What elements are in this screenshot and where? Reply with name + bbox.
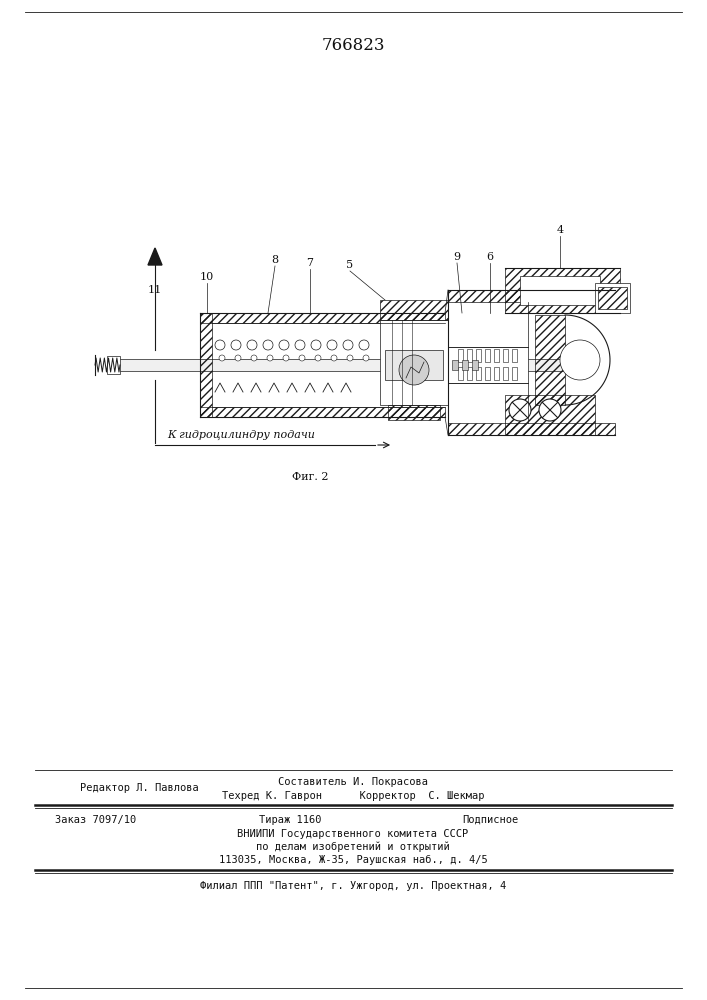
Circle shape: [359, 340, 369, 350]
Circle shape: [311, 340, 321, 350]
Circle shape: [215, 340, 225, 350]
Text: 10: 10: [200, 272, 214, 282]
Text: Заказ 7097/10: Заказ 7097/10: [55, 815, 136, 825]
Bar: [472, 360, 478, 370]
Bar: [467, 349, 472, 362]
Circle shape: [299, 355, 305, 361]
Bar: [380, 320, 448, 405]
Bar: [467, 367, 472, 380]
Circle shape: [295, 340, 305, 350]
Circle shape: [343, 340, 353, 350]
Bar: [458, 349, 463, 362]
Text: ВНИИПИ Государственного комитета СССР: ВНИИПИ Государственного комитета СССР: [238, 829, 469, 839]
Text: Составитель И. Покрасова: Составитель И. Покрасова: [278, 777, 428, 787]
Bar: [520, 276, 600, 305]
Circle shape: [363, 355, 369, 361]
Text: Редактор Л. Павлова: Редактор Л. Павлова: [80, 783, 199, 793]
Circle shape: [347, 355, 353, 361]
Bar: [452, 360, 458, 370]
Bar: [448, 290, 615, 302]
Bar: [505, 268, 620, 313]
Bar: [200, 313, 445, 323]
Bar: [505, 395, 595, 435]
Bar: [598, 287, 627, 309]
Bar: [458, 367, 463, 380]
Bar: [595, 283, 630, 313]
Bar: [503, 367, 508, 380]
Circle shape: [539, 399, 561, 421]
Bar: [448, 347, 528, 383]
Bar: [512, 349, 517, 362]
Bar: [388, 405, 440, 420]
Bar: [503, 349, 508, 362]
Bar: [485, 349, 490, 362]
Text: К гидроцилиндру подачи: К гидроцилиндру подачи: [167, 430, 315, 440]
Text: 11: 11: [148, 285, 162, 295]
Text: 8: 8: [271, 255, 279, 265]
Text: 5: 5: [346, 260, 354, 270]
Bar: [385, 350, 443, 380]
Circle shape: [267, 355, 273, 361]
Circle shape: [509, 399, 531, 421]
Circle shape: [331, 355, 337, 361]
Text: Подписное: Подписное: [462, 815, 518, 825]
Circle shape: [247, 340, 257, 350]
Bar: [462, 360, 468, 370]
Circle shape: [279, 340, 289, 350]
Text: Филиал ППП "Патент", г. Ужгород, ул. Проектная, 4: Филиал ППП "Патент", г. Ужгород, ул. Про…: [200, 881, 506, 891]
Bar: [535, 315, 565, 405]
Bar: [512, 367, 517, 380]
Bar: [485, 367, 490, 380]
Text: 766823: 766823: [321, 36, 385, 53]
Bar: [448, 423, 615, 435]
Text: Фиг. 2: Фиг. 2: [292, 472, 328, 482]
Bar: [380, 300, 448, 320]
Circle shape: [315, 355, 321, 361]
Polygon shape: [148, 248, 162, 265]
Circle shape: [283, 355, 289, 361]
Bar: [476, 367, 481, 380]
Bar: [494, 349, 499, 362]
Bar: [494, 367, 499, 380]
Text: 4: 4: [556, 225, 563, 235]
Bar: [118, 359, 590, 371]
Bar: [107, 356, 120, 374]
Text: по делам изобретений и открытий: по делам изобретений и открытий: [256, 842, 450, 852]
Bar: [476, 349, 481, 362]
Text: 7: 7: [307, 258, 313, 268]
Circle shape: [231, 340, 241, 350]
Text: Техред К. Гаврон      Корректор  С. Шекмар: Техред К. Гаврон Корректор С. Шекмар: [222, 791, 484, 801]
Text: 113035, Москва, Ж-35, Раушская наб., д. 4/5: 113035, Москва, Ж-35, Раушская наб., д. …: [218, 855, 487, 865]
Circle shape: [263, 340, 273, 350]
Circle shape: [399, 355, 429, 385]
Text: Тираж 1160: Тираж 1160: [259, 815, 321, 825]
Circle shape: [235, 355, 241, 361]
Text: 6: 6: [486, 252, 493, 262]
Circle shape: [327, 340, 337, 350]
Bar: [200, 313, 212, 417]
Circle shape: [560, 340, 600, 380]
Circle shape: [251, 355, 257, 361]
Circle shape: [219, 355, 225, 361]
Bar: [200, 407, 445, 417]
Text: 9: 9: [453, 252, 460, 262]
